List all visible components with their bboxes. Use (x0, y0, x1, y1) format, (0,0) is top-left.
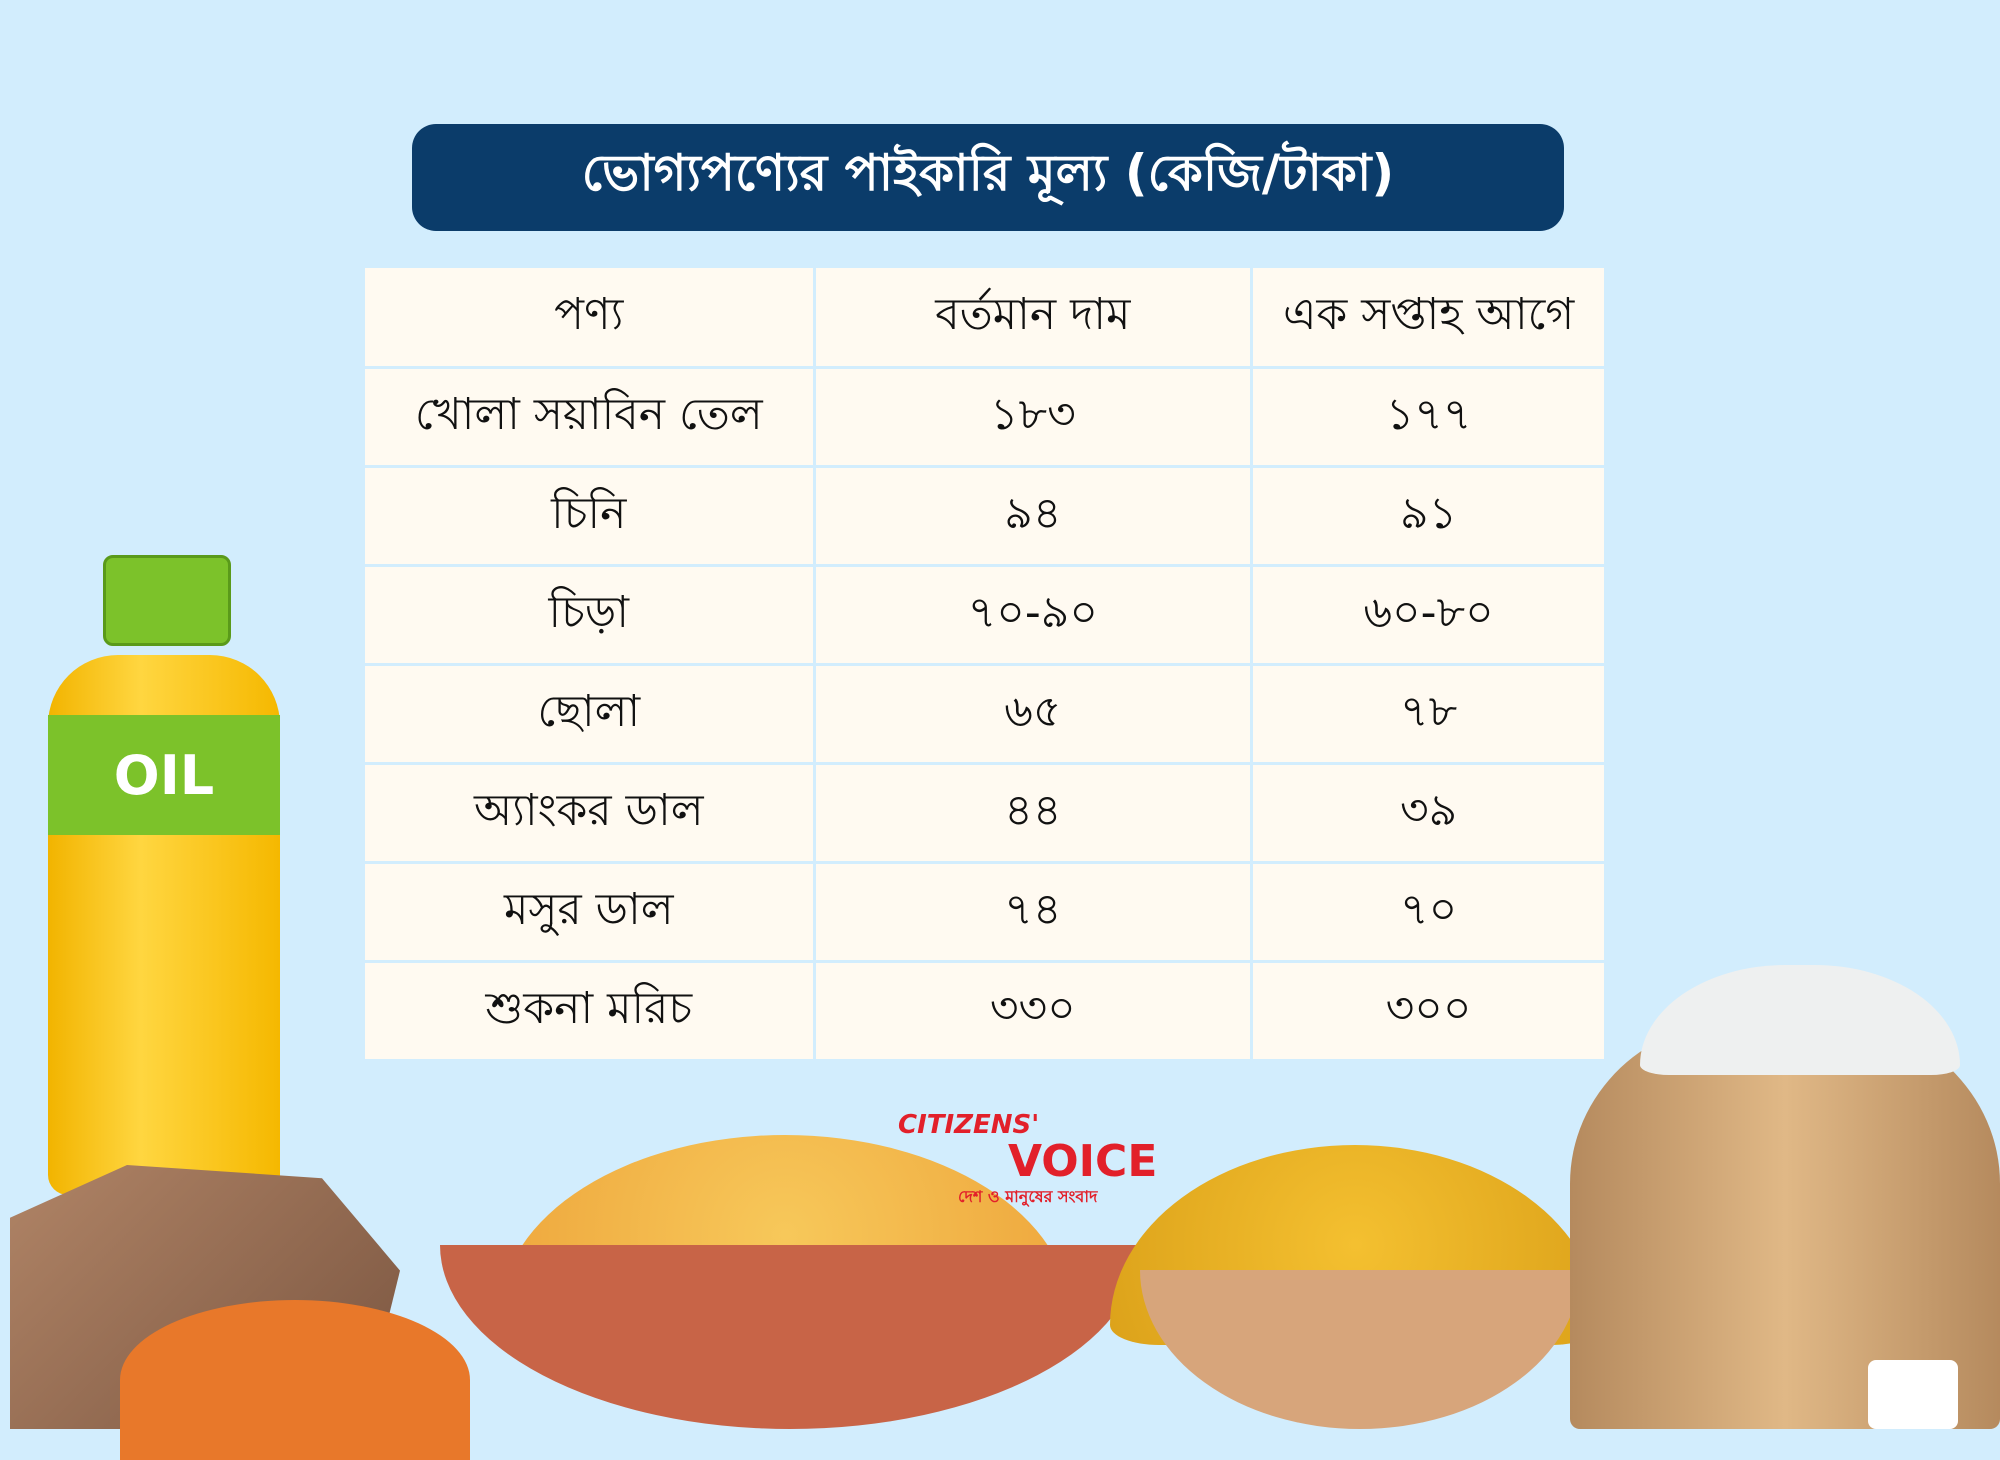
column-header: পণ্য (362, 265, 816, 369)
table-cell: চিনি (362, 465, 816, 567)
table-row: অ্যাংকর ডাল ৪৪ ৩৯ (362, 762, 1607, 864)
sugar-cube (1868, 1360, 1958, 1429)
table-cell: অ্যাংকর ডাল (362, 762, 816, 864)
table-cell: ৭৮ (1250, 663, 1607, 765)
table-row: চিনি ৯৪ ৯১ (362, 465, 1607, 567)
table-row: খোলা সয়াবিন তেল ১৮৩ ১৭৭ (362, 366, 1607, 468)
table-row: মসুর ডাল ৭৪ ৭০ (362, 861, 1607, 963)
table-cell: শুকনা মরিচ (362, 960, 816, 1062)
table-row: চিড়া ৭০-৯০ ৬০-৮০ (362, 564, 1607, 666)
lentils-illustration (120, 1300, 470, 1460)
table-cell: ৭০-৯০ (812, 564, 1254, 666)
bottle-cap (103, 555, 231, 646)
wooden-bowl-illustration (1140, 1270, 1580, 1429)
price-table: পণ্য বর্তমান দাম এক সপ্তাহ আগে খোলা সয়াবিন… (362, 265, 1607, 1062)
table-cell: ৪৪ (812, 762, 1254, 864)
table-cell: মসুর ডাল (362, 861, 816, 963)
table-cell: চিড়া (362, 564, 816, 666)
table-cell: ৬০-৮০ (1250, 564, 1607, 666)
table-cell: ৬৫ (812, 663, 1254, 765)
table-cell: ৩৩০ (812, 960, 1254, 1062)
citizens-voice-logo: CITIZENS' VOICE দেশ ও মানুষের সংবাদ (898, 1110, 1158, 1206)
bottle-label: OIL (48, 715, 280, 835)
table-cell: ছোলা (362, 663, 816, 765)
table-cell: ৯১ (1250, 465, 1607, 567)
table-cell: ১৭৭ (1250, 366, 1607, 468)
oil-bottle-illustration: OIL (48, 555, 280, 1195)
table-row: শুকনা মরিচ ৩৩০ ৩০০ (362, 960, 1607, 1062)
table-row: ছোলা ৬৫ ৭৮ (362, 663, 1607, 765)
table-cell: খোলা সয়াবিন তেল (362, 366, 816, 468)
column-header: বর্তমান দাম (812, 265, 1254, 369)
page-title: ভোগ্যপণ্যের পাইকারি মূল্য (কেজি/টাকা) (412, 124, 1564, 231)
sugar-pile (1640, 965, 1960, 1075)
table-header-row: পণ্য বর্তমান দাম এক সপ্তাহ আগে (362, 265, 1607, 369)
table-cell: ৭৪ (812, 861, 1254, 963)
table-cell: ১৮৩ (812, 366, 1254, 468)
table-cell: ৩০০ (1250, 960, 1607, 1062)
table-cell: ৭০ (1250, 861, 1607, 963)
clay-bowl-illustration (440, 1245, 1140, 1429)
column-header: এক সপ্তাহ আগে (1250, 265, 1607, 369)
table-cell: ৩৯ (1250, 762, 1607, 864)
table-cell: ৯৪ (812, 465, 1254, 567)
